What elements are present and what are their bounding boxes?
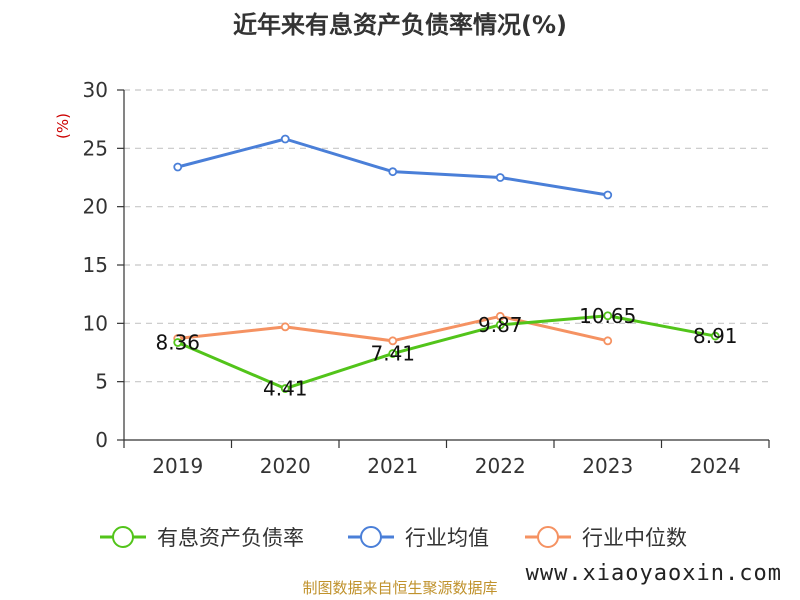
data-label: 7.41: [370, 342, 415, 366]
data-point: [173, 162, 183, 172]
data-point: [173, 338, 183, 347]
data-point: [280, 322, 290, 332]
legend-label: 行业均值: [405, 526, 489, 550]
series-line: [177, 137, 608, 197]
y-tick-label: 15: [83, 253, 108, 277]
x-tick-label: 2019: [152, 454, 203, 478]
chart-title: 近年来有息资产负债率情况(%): [233, 11, 567, 39]
legend-label: 行业中位数: [582, 526, 687, 550]
source-note: 制图数据来自恒生聚源数据库: [302, 579, 497, 597]
x-tick-label: 2022: [475, 454, 526, 478]
data-label: 8.36: [155, 330, 200, 354]
legend-label: 有息资产负债率: [157, 526, 304, 550]
data-point: [388, 167, 398, 177]
data-label: 4.41: [263, 377, 308, 401]
x-tick-label: 2020: [260, 454, 311, 478]
y-tick-label: 0: [95, 428, 108, 452]
legend: 有息资产负债率 行业均值 行业中位数: [100, 526, 687, 550]
data-point: [495, 320, 505, 330]
x-tick-label: 2023: [582, 454, 633, 478]
data-point: [388, 336, 398, 346]
data-point: [603, 311, 613, 321]
data-labels: 8.36 4.41 7.41 9.87 10.65 8.91: [155, 304, 737, 401]
data-point: [603, 336, 613, 346]
grid-lines: [124, 89, 769, 383]
watermark: www.xiaoyaoxin.com: [526, 561, 782, 586]
series-lines: [173, 134, 720, 393]
legend-marker: [537, 526, 559, 548]
data-point: [495, 311, 505, 321]
y-axis-unit-label: (%): [54, 113, 72, 139]
data-point: [280, 384, 290, 393]
data-label: 8.91: [693, 324, 738, 348]
data-label: 9.87: [478, 313, 523, 337]
legend-marker: [112, 526, 134, 548]
data-point: [388, 349, 398, 358]
series-line: [177, 314, 716, 391]
y-tick-label: 10: [83, 311, 108, 335]
data-point: [280, 134, 290, 144]
axes: 0 5 10 15 20 25 30 2019 2020 2021 2022 2023 2024: [83, 78, 770, 478]
y-tick-label: 5: [95, 370, 108, 394]
data-label: 10.65: [579, 304, 636, 328]
x-tick-label: 2021: [367, 454, 418, 478]
data-point: [710, 331, 720, 341]
y-tick-label: 25: [83, 136, 108, 160]
x-tick-label: 2024: [690, 454, 741, 478]
legend-marker: [360, 526, 382, 548]
data-point: [495, 173, 505, 182]
y-tick-label: 20: [83, 195, 108, 219]
y-tick-label: 30: [83, 78, 108, 102]
data-point: [603, 190, 613, 200]
